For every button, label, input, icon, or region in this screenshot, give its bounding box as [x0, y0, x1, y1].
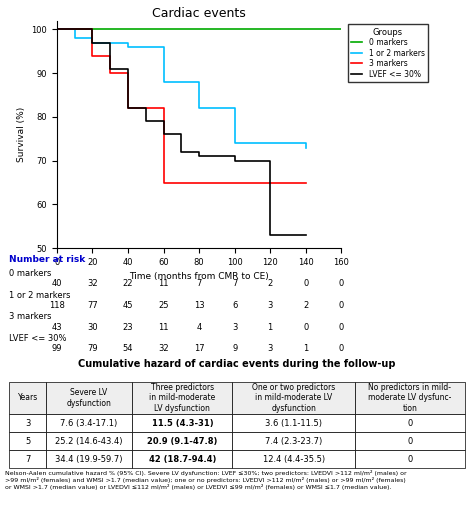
Text: 3 markers: 3 markers [9, 312, 52, 321]
Text: 17: 17 [194, 344, 204, 353]
Text: 7: 7 [25, 454, 30, 464]
Text: 9: 9 [232, 344, 237, 353]
Bar [232, 382, 356, 414]
Text: 45: 45 [123, 301, 133, 310]
Bar [46, 414, 132, 432]
Bar [46, 450, 132, 468]
Text: 22: 22 [123, 279, 133, 288]
Text: 42 (18.7-94.4): 42 (18.7-94.4) [149, 454, 216, 464]
Text: 3: 3 [25, 419, 30, 428]
Text: 0: 0 [338, 279, 344, 288]
Text: Number at risk: Number at risk [9, 255, 86, 264]
Text: 2: 2 [303, 301, 309, 310]
Text: 54: 54 [123, 344, 133, 353]
Text: One or two predictors
in mild-moderate LV
dysfunction: One or two predictors in mild-moderate L… [252, 383, 336, 413]
Text: 77: 77 [87, 301, 98, 310]
Text: 0: 0 [338, 301, 344, 310]
Bar [46, 432, 132, 450]
Text: Years: Years [18, 393, 38, 402]
Text: 6: 6 [232, 301, 237, 310]
Text: 7.6 (3.4-17.1): 7.6 (3.4-17.1) [60, 419, 118, 428]
Text: 34.4 (19.9-59.7): 34.4 (19.9-59.7) [55, 454, 123, 464]
Bar [9, 414, 46, 432]
Text: LVEF <= 30%: LVEF <= 30% [9, 334, 67, 343]
Bar [9, 382, 46, 414]
Text: No predictors in mild-
moderate LV dysfunc-
tion: No predictors in mild- moderate LV dysfu… [368, 383, 452, 413]
Text: 25: 25 [158, 301, 169, 310]
Bar [356, 450, 465, 468]
Text: 7: 7 [196, 279, 202, 288]
Text: 12.4 (4.4-35.5): 12.4 (4.4-35.5) [263, 454, 325, 464]
Text: 4: 4 [196, 323, 202, 331]
Bar [356, 432, 465, 450]
X-axis label: Time (months from CMR to CE): Time (months from CMR to CE) [129, 272, 269, 281]
Bar [46, 382, 132, 414]
Text: 0: 0 [303, 279, 309, 288]
Text: 0: 0 [303, 323, 309, 331]
Text: 1: 1 [303, 344, 309, 353]
Text: 11: 11 [158, 279, 169, 288]
Text: 13: 13 [194, 301, 204, 310]
Text: 23: 23 [123, 323, 133, 331]
Bar [356, 382, 465, 414]
Text: 99: 99 [52, 344, 62, 353]
Text: 7.4 (2.3-23.7): 7.4 (2.3-23.7) [265, 437, 322, 446]
Bar [356, 414, 465, 432]
Text: Severe LV
dysfunction: Severe LV dysfunction [67, 388, 111, 408]
Text: 32: 32 [87, 279, 98, 288]
Text: 7: 7 [232, 279, 237, 288]
Text: 1: 1 [267, 323, 273, 331]
Bar [132, 450, 232, 468]
Text: 5: 5 [25, 437, 30, 446]
Bar [232, 450, 356, 468]
Legend: 0 markers, 1 or 2 markers, 3 markers, LVEF <= 30%: 0 markers, 1 or 2 markers, 3 markers, LV… [348, 24, 428, 82]
Text: 3: 3 [267, 344, 273, 353]
Text: 30: 30 [87, 323, 98, 331]
Text: 3.6 (1.1-11.5): 3.6 (1.1-11.5) [265, 419, 322, 428]
Text: 0: 0 [407, 454, 412, 464]
Text: 0 markers: 0 markers [9, 269, 52, 278]
Bar [132, 414, 232, 432]
Y-axis label: Survival (%): Survival (%) [17, 107, 26, 162]
Bar [232, 432, 356, 450]
Bar [132, 432, 232, 450]
Text: 1 or 2 markers: 1 or 2 markers [9, 291, 71, 299]
Text: Cumulative hazard of cardiac events during the follow-up: Cumulative hazard of cardiac events duri… [78, 359, 396, 369]
Bar [132, 382, 232, 414]
Text: Three predictors
in mild-moderate
LV dysfunction: Three predictors in mild-moderate LV dys… [149, 383, 216, 413]
Text: 32: 32 [158, 344, 169, 353]
Bar [232, 414, 356, 432]
Text: 0: 0 [338, 323, 344, 331]
Bar [9, 432, 46, 450]
Text: 43: 43 [52, 323, 62, 331]
Text: 79: 79 [87, 344, 98, 353]
Text: 40: 40 [52, 279, 62, 288]
Text: 11.5 (4.3-31): 11.5 (4.3-31) [152, 419, 213, 428]
Text: 2: 2 [267, 279, 273, 288]
Text: 3: 3 [232, 323, 237, 331]
Text: 0: 0 [338, 344, 344, 353]
Text: 118: 118 [49, 301, 65, 310]
Text: 11: 11 [158, 323, 169, 331]
Text: 0: 0 [407, 437, 412, 446]
Bar [9, 450, 46, 468]
Text: 0: 0 [407, 419, 412, 428]
Title: Cardiac events: Cardiac events [152, 7, 246, 20]
Text: Nelson-Aalen cumulative hazard % (95% CI). Severe LV dysfunction: LVEF ≤30%; two: Nelson-Aalen cumulative hazard % (95% CI… [5, 470, 406, 491]
Text: 3: 3 [267, 301, 273, 310]
Text: 25.2 (14.6-43.4): 25.2 (14.6-43.4) [55, 437, 123, 446]
Text: 20.9 (9.1-47.8): 20.9 (9.1-47.8) [147, 437, 218, 446]
